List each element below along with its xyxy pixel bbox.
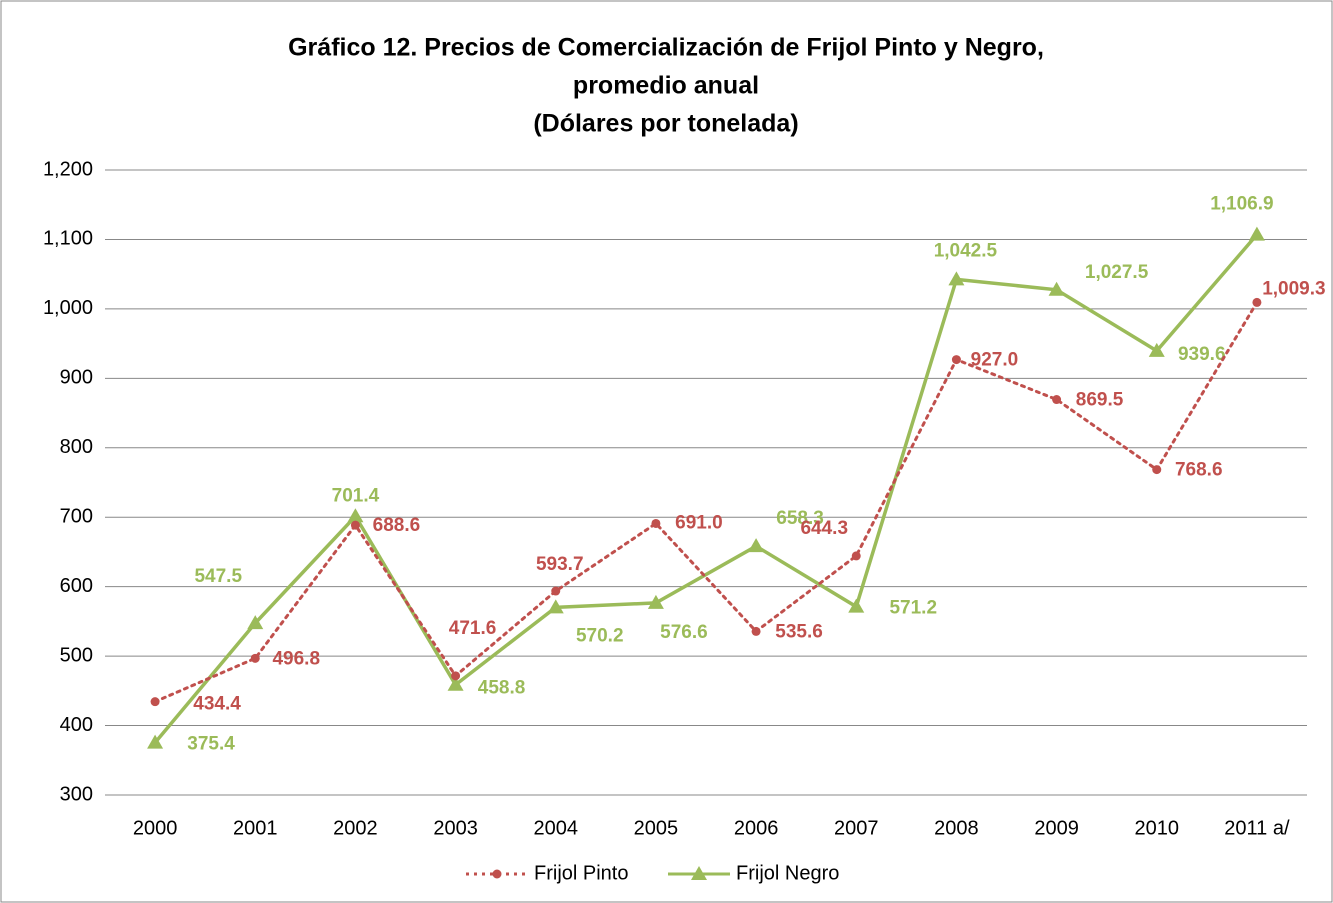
x-tick-label: 2010 (1135, 817, 1180, 839)
data-point (250, 653, 260, 663)
legend-marker (691, 866, 707, 880)
x-tick-label: 2006 (734, 817, 779, 839)
data-point (951, 355, 961, 365)
data-point (1248, 226, 1265, 241)
y-tick-label: 600 (60, 575, 93, 597)
data-point (848, 598, 865, 613)
data-point (1152, 465, 1162, 475)
data-label: 869.5 (1076, 390, 1124, 411)
x-tick-label: 2003 (433, 817, 478, 839)
data-label: 701.4 (332, 485, 380, 506)
x-tick-label: 2011 a/ (1224, 817, 1290, 839)
y-tick-label: 700 (60, 506, 93, 528)
data-point (948, 271, 965, 286)
data-label: 1,042.5 (934, 240, 998, 261)
data-label: 471.6 (449, 618, 497, 639)
data-point (350, 520, 360, 530)
data-point (748, 538, 765, 553)
legend-label: Frijol Negro (736, 862, 839, 884)
x-tick-label: 2002 (333, 817, 378, 839)
data-point (547, 599, 564, 614)
x-tick-label: 2007 (834, 817, 879, 839)
y-tick-label: 400 (60, 714, 93, 736)
data-point (651, 518, 661, 528)
series-line (153, 232, 1259, 745)
data-label: 547.5 (194, 566, 242, 587)
x-tick-label: 2004 (534, 817, 579, 839)
data-label: 688.6 (373, 515, 421, 536)
data-label: 768.6 (1175, 460, 1223, 481)
y-tick-label: 800 (60, 436, 93, 458)
y-tick-label: 1,100 (43, 228, 93, 250)
data-point (751, 626, 761, 636)
legend-marker (492, 869, 502, 879)
data-label: 434.4 (193, 694, 241, 715)
data-label: 571.2 (889, 598, 937, 619)
data-label: 375.4 (187, 734, 235, 755)
data-point (551, 586, 561, 596)
data-point (150, 697, 160, 707)
legend-label: Frijol Pinto (534, 862, 628, 884)
data-label: 496.8 (272, 648, 320, 669)
x-tick-label: 2000 (133, 817, 178, 839)
y-tick-label: 1,200 (43, 158, 93, 180)
y-tick-label: 900 (60, 367, 93, 389)
data-label: 1,106.9 (1210, 194, 1273, 215)
data-point (1252, 297, 1262, 307)
series-line (153, 300, 1259, 704)
chart-title: (Dólares por tonelada) (533, 110, 798, 138)
x-tick-label: 2005 (634, 817, 679, 839)
data-label: 1,009.3 (1262, 278, 1325, 299)
data-label: 644.3 (800, 518, 848, 539)
data-label: 458.8 (478, 678, 526, 699)
x-tick-label: 2008 (934, 817, 979, 839)
data-label: 570.2 (576, 625, 624, 646)
data-point (447, 676, 464, 691)
data-point (647, 594, 664, 609)
data-point (451, 671, 461, 681)
data-label: 927.0 (971, 350, 1019, 371)
data-point (1148, 342, 1165, 357)
chart-title: Gráfico 12. Precios de Comercialización … (288, 34, 1044, 62)
data-label: 1,027.5 (1085, 262, 1149, 283)
data-label: 691.0 (675, 512, 723, 533)
data-point (347, 508, 364, 523)
x-tick-label: 2009 (1034, 817, 1079, 839)
y-tick-label: 300 (60, 783, 93, 805)
x-tick-label: 2001 (233, 817, 278, 839)
y-tick-label: 1,000 (43, 297, 93, 319)
chart-title: promedio anual (573, 72, 759, 100)
data-point (1052, 395, 1062, 405)
y-tick-label: 500 (60, 644, 93, 666)
data-label: 939.6 (1178, 344, 1226, 365)
data-label: 576.6 (660, 622, 708, 643)
data-label: 658.3 (776, 508, 824, 529)
data-point (1048, 281, 1065, 296)
data-point (247, 615, 264, 630)
data-label: 535.6 (775, 621, 823, 642)
data-point (851, 551, 861, 561)
data-point (147, 734, 164, 749)
data-label: 593.7 (536, 554, 584, 575)
